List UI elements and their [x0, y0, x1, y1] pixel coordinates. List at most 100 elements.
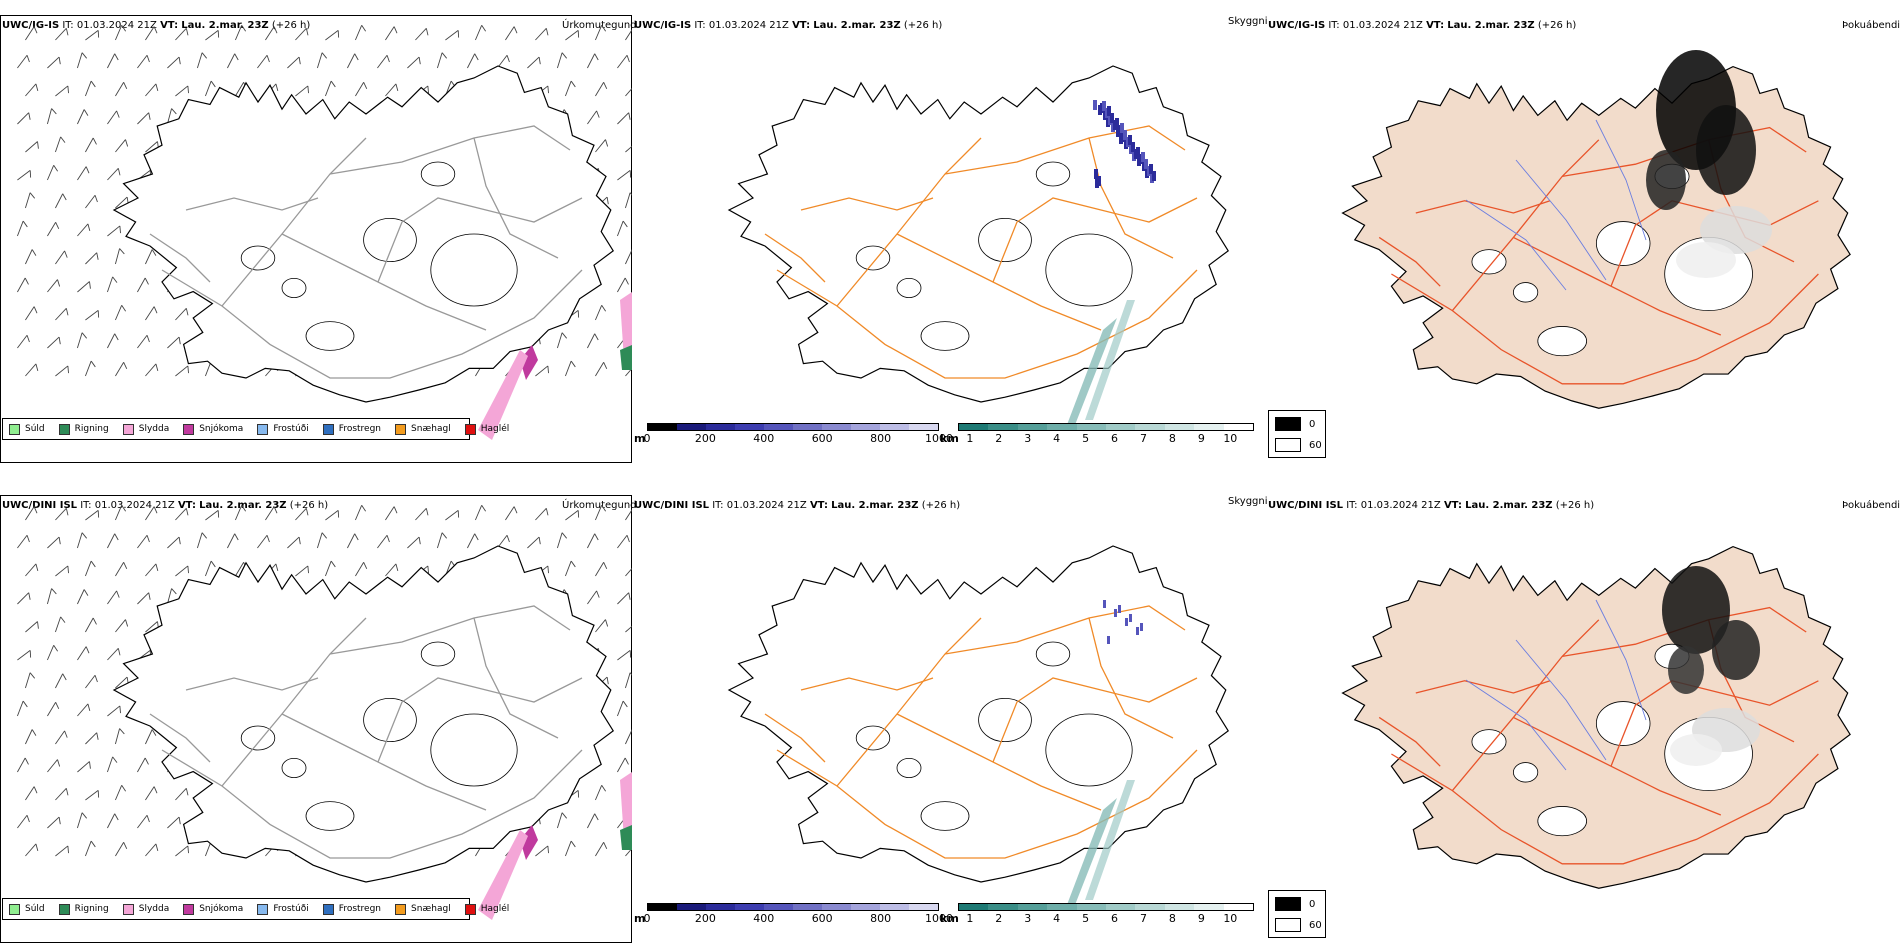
colorbar-tick: 2	[995, 432, 1003, 445]
wind-barb	[257, 54, 270, 69]
road-line	[776, 269, 1198, 379]
wind-barb	[17, 220, 28, 237]
wind-barb	[115, 362, 128, 377]
legend-swatch	[1275, 438, 1301, 452]
glacier-outline	[920, 801, 970, 831]
wind-barb	[205, 80, 216, 97]
colorbar-unit: m	[634, 912, 646, 925]
wind-barb	[85, 732, 99, 745]
glacier-outline	[896, 278, 922, 299]
road-line	[1513, 716, 1722, 816]
colorbar-tick: 5	[1082, 912, 1090, 925]
precip-type-legend: Súld Rigning Slydda Snjókoma Frostúði Frostre…	[2, 418, 509, 440]
road-line	[800, 197, 934, 211]
wind-barb	[556, 532, 568, 549]
road-line	[1610, 200, 1819, 287]
wind-barb	[145, 306, 158, 321]
wind-barb	[565, 80, 576, 97]
wind-barb	[617, 54, 630, 69]
wind-barb	[535, 27, 549, 41]
wind-barb	[25, 729, 37, 745]
road-line	[281, 233, 487, 331]
colorbar-tick: 1	[966, 432, 974, 445]
wind-barb	[85, 360, 96, 377]
wind-barb	[25, 843, 39, 857]
wind-barb	[287, 536, 301, 549]
wind-barb	[235, 505, 247, 521]
wind-barb	[595, 362, 608, 377]
wind-barb	[407, 56, 421, 69]
colorbar-tick: 9	[1197, 432, 1205, 445]
colorbar-unit: km	[940, 912, 959, 925]
colorbar-tick: 9	[1197, 912, 1205, 925]
legend-label: Slydda	[138, 424, 170, 434]
colorbar-tick: 4	[1053, 912, 1061, 925]
legend-swatch	[58, 903, 70, 915]
wind-barb	[24, 672, 36, 689]
colorbar-tick: 400	[753, 912, 775, 925]
panel-title-precip: Úrkomutegund	[562, 20, 637, 31]
panel-title-fog: Þokuábendi	[1842, 500, 1900, 511]
wind-barb	[175, 85, 189, 97]
wind-barb	[325, 560, 336, 577]
fog-area	[1662, 566, 1760, 766]
road-line	[896, 233, 1102, 331]
wind-barb	[137, 112, 151, 125]
wind-barb	[625, 249, 632, 265]
legend-swatch	[122, 903, 134, 915]
wind-barb	[47, 702, 60, 717]
panel-header: UWC/DINI ISL IT: 01.03.2024 21Z VT: Lau.…	[634, 500, 961, 511]
wind-barb	[527, 536, 541, 549]
wind-barb	[55, 845, 69, 857]
wind-barb	[145, 363, 159, 377]
colorbar-tick: 600	[811, 432, 833, 445]
wind-barb	[17, 534, 30, 549]
wind-barb	[115, 842, 128, 857]
wind-barb	[115, 619, 129, 633]
precip-type-panel	[0, 15, 632, 463]
legend-swatch	[1275, 417, 1301, 431]
colorbar-unit: m	[634, 432, 646, 445]
river-line	[1595, 119, 1647, 241]
wind-barb	[85, 80, 96, 97]
glacier-outline	[1537, 326, 1588, 357]
legend-swatch	[183, 423, 195, 435]
legend-label: Snæhagl	[411, 424, 451, 434]
legend-label: Snæhagl	[411, 904, 451, 914]
legend-swatch	[1275, 918, 1301, 932]
colorbar-tick: 3	[1024, 432, 1032, 445]
legend-item: Rigning	[58, 903, 109, 915]
legend-item: Rigning	[58, 423, 109, 435]
legend-item: Frostúði	[257, 423, 309, 435]
snowfall-band	[478, 772, 632, 920]
glacier-outline	[430, 233, 518, 307]
visibility-colorbar: 1 2 3 4 5 6 7 8 9 10 km	[940, 903, 1254, 933]
legend-item: Haglél	[464, 423, 509, 435]
iceland-map	[112, 65, 615, 403]
legend-label: 60	[1309, 439, 1322, 451]
wind-barb	[595, 25, 607, 41]
fog-index-map	[1341, 50, 1851, 409]
glacier-outline	[363, 698, 417, 743]
wind-barb	[587, 590, 600, 605]
wind-barb	[167, 536, 181, 549]
road-line	[896, 713, 1102, 811]
wind-barb	[17, 277, 29, 293]
wind-barb	[85, 510, 100, 521]
road-line	[473, 617, 559, 739]
glacier-outline	[305, 321, 355, 351]
road-line	[1415, 680, 1551, 694]
wind-barb	[377, 534, 390, 549]
wind-barb	[85, 840, 96, 857]
wind-barb	[385, 506, 398, 521]
wind-barb	[617, 757, 629, 773]
glacier-outline	[430, 713, 518, 787]
fog-index-legend: 0 60	[1268, 410, 1326, 458]
legend-label: Rigning	[74, 424, 109, 434]
road-line	[992, 197, 1198, 283]
wind-barb	[355, 25, 367, 41]
legend-label: 0	[1309, 418, 1316, 430]
wind-barb	[25, 249, 37, 265]
wind-barb	[175, 787, 189, 801]
wind-barb	[115, 505, 127, 521]
